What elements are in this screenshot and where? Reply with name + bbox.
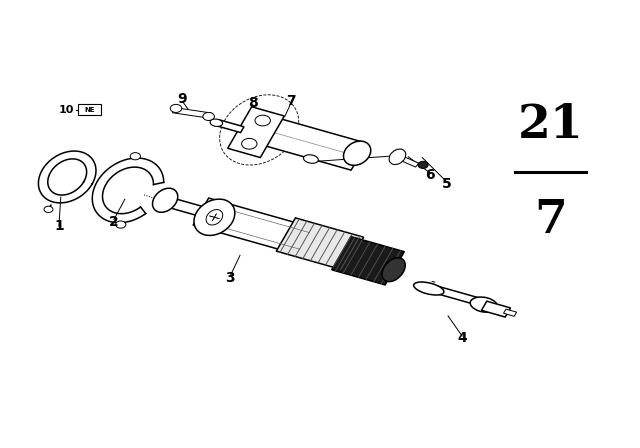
Ellipse shape [130,153,140,160]
Ellipse shape [116,221,126,228]
Polygon shape [481,301,511,317]
Ellipse shape [470,297,497,312]
Ellipse shape [206,210,223,225]
Polygon shape [332,237,404,285]
Polygon shape [394,154,419,167]
Text: 1: 1 [54,219,64,233]
Text: 2: 2 [109,215,119,229]
Ellipse shape [44,206,53,212]
Text: 7: 7 [286,94,296,108]
Ellipse shape [255,115,270,126]
Ellipse shape [170,104,182,112]
Polygon shape [228,107,284,158]
Ellipse shape [382,258,405,282]
Ellipse shape [389,149,406,164]
Text: 21: 21 [518,102,583,148]
Polygon shape [423,283,492,308]
Polygon shape [193,198,312,254]
Text: 4: 4 [457,331,467,345]
Ellipse shape [203,112,214,121]
Text: 8: 8 [248,96,258,110]
FancyBboxPatch shape [78,104,101,115]
Polygon shape [276,218,364,271]
Text: 7: 7 [534,197,567,243]
Polygon shape [159,196,206,216]
Ellipse shape [152,188,178,212]
Polygon shape [504,309,516,316]
Text: NE: NE [84,107,95,113]
Ellipse shape [242,138,257,149]
Ellipse shape [344,141,371,165]
Ellipse shape [413,282,444,295]
Text: 3: 3 [225,271,236,285]
Ellipse shape [194,199,235,236]
Ellipse shape [210,119,223,126]
Polygon shape [217,120,244,133]
Polygon shape [172,108,212,118]
Text: 5: 5 [442,177,452,191]
Ellipse shape [418,161,428,168]
Text: 10: 10 [58,105,74,115]
Text: 9: 9 [177,92,188,107]
Ellipse shape [303,155,318,163]
Text: 6: 6 [425,168,435,182]
Polygon shape [241,112,367,170]
